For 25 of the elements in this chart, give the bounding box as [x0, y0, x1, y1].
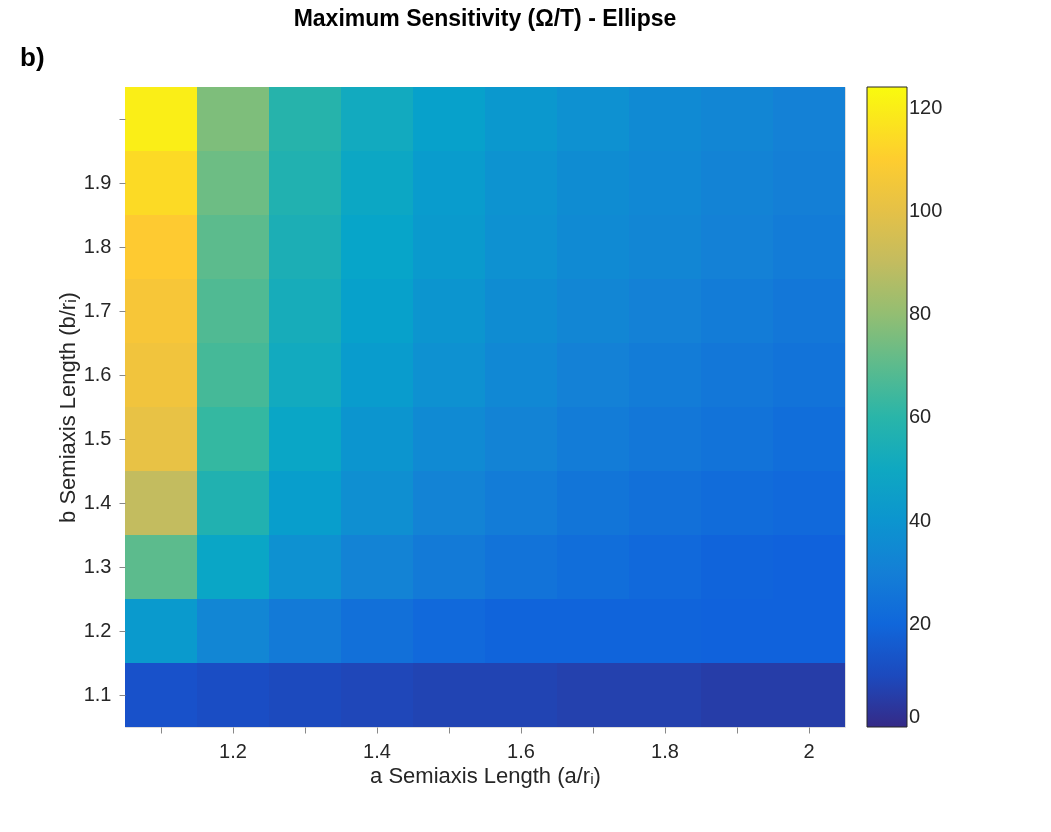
- x-tick-label: 1.8: [651, 739, 679, 762]
- y-tick-label: 1.1: [83, 683, 112, 705]
- y-axis-title: b Semiaxis Length (b/rᵢ): [54, 292, 80, 523]
- text: b): [20, 42, 45, 72]
- y-tick-label: 1.7: [83, 299, 112, 321]
- y-tick-label: 1.3: [83, 555, 112, 577]
- color-bar-label: 100: [909, 198, 943, 221]
- y-tick-label: 1.2: [83, 619, 112, 641]
- color-bar-label: 0: [909, 705, 921, 727]
- y-tick-label: 1.9: [83, 171, 112, 193]
- color-bar-label: 40: [909, 508, 932, 531]
- color-bar-label: 80: [909, 302, 932, 325]
- y-tick-label: 1.4: [83, 491, 112, 513]
- x-tick-label: 1.4: [363, 739, 391, 762]
- y-tick-label: 1.6: [83, 363, 112, 385]
- x-tick-label: 1.2: [219, 739, 247, 762]
- chart-title: Maximum Sensitivity (Ω/T) - Ellipse: [293, 5, 677, 31]
- color-bar-label: 60: [909, 405, 932, 428]
- x-axis-title: a Semiaxis Length (a/rᵢ): [370, 762, 601, 788]
- y-tick-label: 1.5: [83, 427, 112, 449]
- x-tick-label: 2: [803, 739, 815, 762]
- color-bar-label: 120: [909, 95, 943, 118]
- y-tick-label: 1.8: [83, 235, 112, 257]
- x-tick-label: 1.6: [507, 739, 535, 762]
- color-bar-label: 20: [909, 611, 932, 634]
